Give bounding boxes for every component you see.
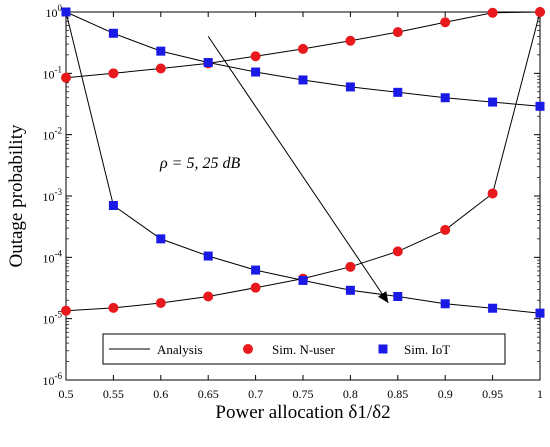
legend-analysis-label: Analysis [157, 342, 203, 357]
annotation-text: ρ = 5, 25 dB [159, 155, 240, 172]
iot-marker [393, 291, 403, 301]
y-tick-label: 100 [46, 3, 63, 20]
plot-frame [65, 11, 541, 381]
iot-marker [345, 82, 355, 92]
y-tick-label: 10-2 [43, 126, 63, 143]
x-tick-label: 0.75 [293, 387, 314, 401]
n-user-marker [250, 282, 261, 293]
n-user-marker [487, 188, 498, 199]
y-tick-label: 10-5 [43, 310, 63, 327]
iot-marker [251, 67, 261, 77]
iot-marker [156, 46, 166, 56]
x-tick-label: 0.65 [198, 387, 219, 401]
n-user-marker [108, 68, 119, 79]
legend-iot-marker [378, 344, 388, 354]
legend-n-user-label: Sim. N-user [272, 342, 336, 357]
iot-marker [488, 97, 498, 107]
y-tick-label: 10-3 [43, 187, 63, 204]
x-axis-title: Power allocation δ1/δ2 [215, 402, 390, 423]
iot-marker [535, 101, 545, 111]
n-user-marker [487, 7, 498, 18]
legend-iot-label: Sim. IoT [404, 342, 450, 357]
n-user-marker [345, 35, 356, 46]
iot-marker [440, 93, 450, 103]
n-user-marker [392, 246, 403, 257]
n-user-marker [155, 298, 166, 309]
iot-marker [440, 299, 450, 309]
iot-marker [203, 58, 213, 68]
n-user-marker [108, 302, 119, 313]
iot-marker [298, 275, 308, 285]
iot-marker [61, 7, 71, 17]
n-user-marker [392, 27, 403, 38]
iot-marker [535, 308, 545, 318]
n-user-marker [155, 63, 166, 74]
n-user-marker [298, 43, 308, 54]
x-tick-label: 0.7 [248, 387, 263, 401]
analysis-line-1 [65, 11, 541, 107]
iot-marker [251, 265, 261, 275]
x-tick-label: 0.6 [153, 387, 168, 401]
iot-marker [203, 251, 213, 261]
x-tick-label: 0.9 [438, 387, 453, 401]
iot-marker [108, 201, 118, 211]
x-tick-label: 0.95 [482, 387, 503, 401]
n-user-marker [61, 305, 71, 316]
n-user-marker [345, 261, 356, 272]
x-tick-label: 0.85 [387, 387, 408, 401]
iot-marker [298, 75, 308, 85]
x-tick-label: 1 [537, 387, 543, 401]
legend-box [102, 333, 506, 365]
iot-marker [488, 303, 498, 313]
iot-marker [108, 28, 118, 38]
iot-marker [345, 285, 355, 295]
annotation-arrow [207, 36, 389, 304]
analysis-line-2 [65, 11, 541, 312]
n-user-marker [440, 224, 451, 235]
x-tick-label: 0.5 [59, 387, 74, 401]
n-user-marker [535, 7, 545, 17]
legend-n-user-marker [243, 344, 253, 354]
n-user-marker [203, 291, 214, 302]
n-user-marker [61, 72, 71, 83]
n-user-marker [250, 51, 261, 62]
iot-marker [156, 234, 166, 244]
y-tick-label: 10-1 [43, 64, 63, 81]
x-tick-label: 0.55 [103, 387, 124, 401]
iot-marker [393, 87, 403, 97]
analysis-line-3 [65, 11, 541, 314]
x-tick-label: 0.8 [343, 387, 358, 401]
n-user-marker [440, 17, 451, 28]
y-tick-label: 10-4 [43, 248, 63, 265]
y-tick-label: 10-6 [43, 371, 63, 388]
y-axis-title: Outage probability [6, 124, 27, 267]
annotation-arrowhead [378, 291, 389, 304]
